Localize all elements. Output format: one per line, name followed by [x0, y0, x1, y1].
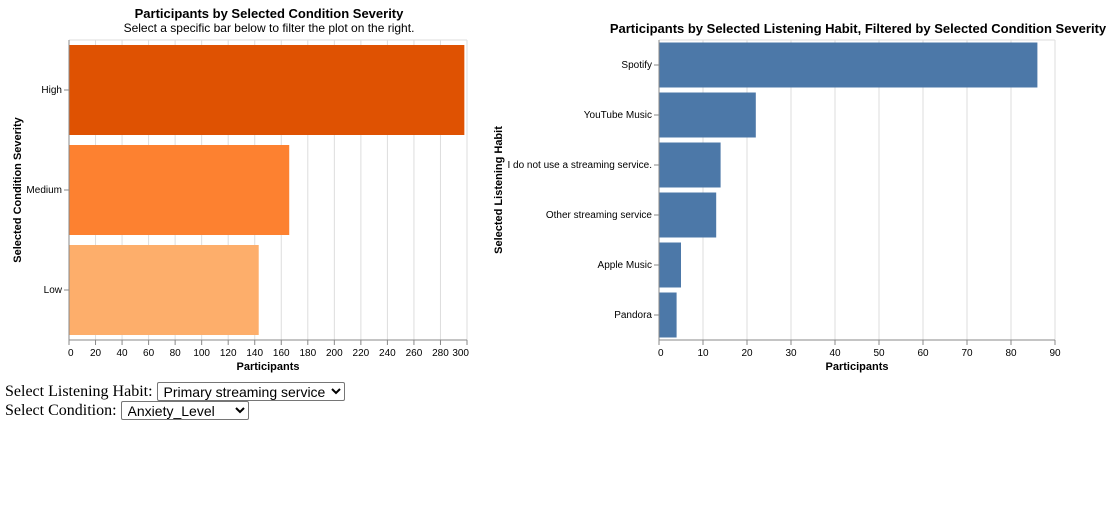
x-tick-label: 260: [406, 348, 423, 359]
severity-chart: Participants by Selected Condition Sever…: [12, 6, 469, 373]
x-tick-label: 240: [379, 348, 396, 359]
x-tick-label: 80: [170, 348, 182, 359]
bar: [659, 292, 677, 338]
bar: [659, 192, 717, 238]
x-tick-label: 160: [273, 348, 290, 359]
x-tick-label: 10: [697, 348, 709, 359]
y-tick-label: Medium: [26, 185, 62, 196]
y-tick-label: YouTube Music: [584, 110, 652, 121]
y-tick-label: I do not use a streaming service.: [507, 160, 652, 171]
y-tick-label: Pandora: [614, 310, 652, 321]
condition-select-label: Select Condition:: [5, 402, 117, 419]
x-tick-label: 70: [961, 348, 973, 359]
x-tick-label: 20: [741, 348, 753, 359]
x-tick-label: 220: [353, 348, 370, 359]
x-tick-label: 0: [68, 348, 74, 359]
x-tick-label: 40: [829, 348, 841, 359]
y-tick-label: Spotify: [621, 60, 652, 71]
condition-control-row: Select Condition: Anxiety_Level: [5, 401, 345, 420]
x-tick-label: 120: [220, 348, 237, 359]
x-tick-label: 300: [452, 348, 469, 359]
habit-select[interactable]: Primary streaming service: [156, 382, 345, 401]
x-tick-label: 40: [117, 348, 129, 359]
y-axis-title: Selected Listening Habit: [493, 126, 505, 254]
x-tick-label: 140: [246, 348, 263, 359]
habit-select-label: Select Listening Habit:: [5, 383, 153, 400]
listening-habit-chart: Participants by Selected Listening Habit…: [493, 21, 1107, 373]
x-tick-label: 50: [873, 348, 885, 359]
controls-panel: Select Listening Habit: Primary streamin…: [5, 382, 345, 420]
y-tick-label: Other streaming service: [546, 210, 653, 221]
y-tick-label: Low: [44, 285, 63, 296]
chart-title: Participants by Selected Listening Habit…: [610, 21, 1107, 36]
y-axis-title: Selected Condition Severity: [12, 116, 24, 262]
x-axis-title: Participants: [826, 361, 889, 373]
habit-control-row: Select Listening Habit: Primary streamin…: [5, 382, 345, 401]
x-tick-label: 180: [299, 348, 316, 359]
x-tick-label: 30: [785, 348, 797, 359]
bar[interactable]: [69, 245, 259, 335]
x-tick-label: 0: [658, 348, 664, 359]
x-axis-title: Participants: [237, 361, 300, 373]
bar[interactable]: [69, 45, 465, 135]
y-tick-label: High: [41, 85, 62, 96]
x-tick-label: 280: [432, 348, 449, 359]
x-tick-label: 80: [1005, 348, 1017, 359]
x-tick-label: 60: [143, 348, 155, 359]
chart-title: Participants by Selected Condition Sever…: [135, 6, 405, 21]
bar: [659, 142, 721, 188]
x-tick-label: 20: [90, 348, 102, 359]
bar[interactable]: [69, 145, 290, 235]
x-tick-label: 60: [917, 348, 929, 359]
bar: [659, 92, 756, 138]
x-tick-label: 200: [326, 348, 343, 359]
bar: [659, 42, 1038, 88]
y-tick-label: Apple Music: [598, 260, 652, 271]
bar: [659, 242, 681, 288]
chart-subtitle: Select a specific bar below to filter th…: [124, 21, 415, 35]
condition-select[interactable]: Anxiety_Level: [120, 401, 249, 420]
x-tick-label: 90: [1049, 348, 1061, 359]
x-tick-label: 100: [193, 348, 210, 359]
